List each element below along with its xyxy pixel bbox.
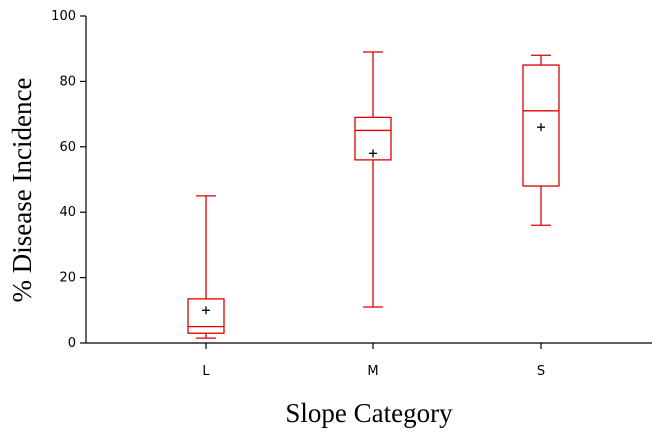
box-series xyxy=(187,51,560,339)
y-tick-label: 60 xyxy=(59,140,76,155)
y-tick-label: 100 xyxy=(51,9,76,24)
y-tick-label: 20 xyxy=(59,271,76,286)
mean-marker xyxy=(537,123,545,132)
x-tick-label: S xyxy=(537,364,545,379)
x-tick-label: L xyxy=(202,364,210,379)
y-axis-ticks: 0 20 40 60 80 100 xyxy=(51,9,86,351)
iqr-box xyxy=(354,116,392,161)
y-tick-label: 80 xyxy=(59,74,76,89)
x-axis-title: Slope Category xyxy=(285,398,453,428)
box-S xyxy=(522,54,560,226)
box-M xyxy=(354,51,392,308)
axes xyxy=(85,16,652,344)
mean-marker xyxy=(202,306,210,315)
iqr-box xyxy=(522,64,560,187)
y-tick-label: 0 xyxy=(68,336,76,351)
iqr-box xyxy=(187,298,225,334)
y-tick-label: 40 xyxy=(59,205,76,220)
mean-marker xyxy=(369,149,377,158)
y-axis-title: % Disease Incidence xyxy=(7,78,37,303)
box-L xyxy=(187,195,225,339)
x-tick-label: M xyxy=(367,364,378,379)
